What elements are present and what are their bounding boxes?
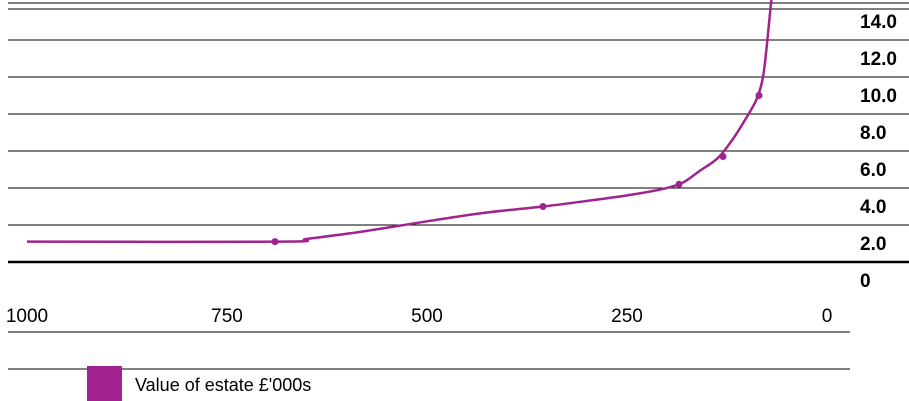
grid-lines bbox=[8, 2, 909, 370]
y-tick-label: 6.0 bbox=[860, 160, 886, 181]
y-tick-label: 4.0 bbox=[860, 197, 886, 218]
data-point bbox=[539, 203, 547, 210]
y-tick-label: 10.0 bbox=[860, 86, 897, 107]
x-tick-label: 500 bbox=[411, 306, 443, 327]
series-line bbox=[26, 0, 773, 244]
legend: Value of estate £'000s bbox=[87, 366, 311, 401]
y-tick-label: 0 bbox=[860, 271, 871, 292]
x-tick-label: 250 bbox=[611, 306, 643, 327]
data-point bbox=[271, 238, 279, 246]
y-axis-tick-labels: 0 2.0 4.0 6.0 8.0 10.0 12.0 14.0 bbox=[860, 12, 897, 292]
legend-swatch bbox=[87, 366, 122, 401]
x-tick-label: 0 bbox=[822, 306, 833, 327]
legend-label: Value of estate £'000s bbox=[135, 375, 311, 395]
y-tick-label: 8.0 bbox=[860, 123, 886, 144]
y-tick-label: 2.0 bbox=[860, 234, 886, 255]
y-tick-label: 14.0 bbox=[860, 12, 897, 33]
x-tick-label: 750 bbox=[211, 306, 243, 327]
data-point bbox=[755, 92, 763, 99]
data-point bbox=[719, 153, 727, 161]
data-point bbox=[675, 180, 683, 188]
x-tick-label: 1000 bbox=[6, 306, 48, 327]
x-axis-tick-labels: 1000 750 500 250 0 bbox=[6, 306, 832, 327]
y-tick-label: 12.0 bbox=[860, 49, 897, 70]
series-layer bbox=[26, 0, 773, 246]
